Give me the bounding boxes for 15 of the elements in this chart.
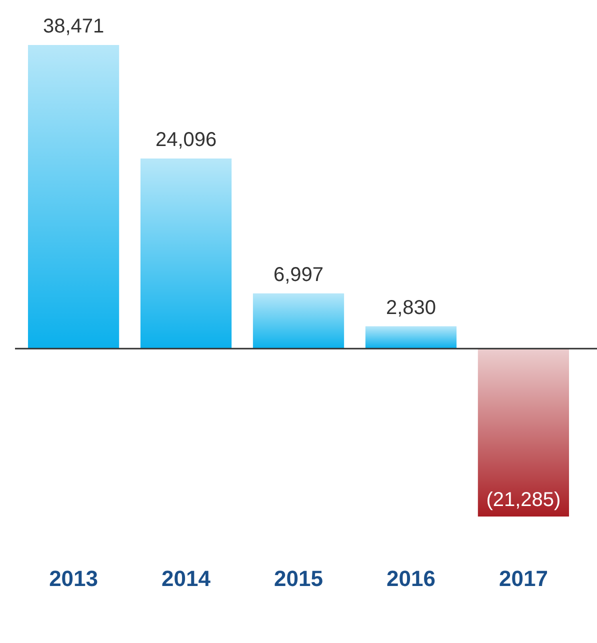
bar [365, 326, 457, 349]
bar [140, 158, 232, 349]
data-label: 2,830 [386, 296, 436, 319]
x-tick-label: 2015 [274, 566, 323, 591]
x-tick-label: 2014 [162, 566, 212, 591]
x-tick-label: 2013 [49, 566, 98, 591]
bar [478, 348, 570, 517]
data-label: 24,096 [155, 128, 217, 151]
bar [28, 45, 120, 349]
x-tick-label: 2017 [498, 566, 548, 591]
data-label: 6,997 [273, 264, 324, 286]
data-label: (21,285) [486, 489, 561, 512]
x-tick-label: 2016 [386, 566, 436, 591]
bar [252, 293, 344, 349]
data-label: 38,471 [42, 16, 104, 38]
